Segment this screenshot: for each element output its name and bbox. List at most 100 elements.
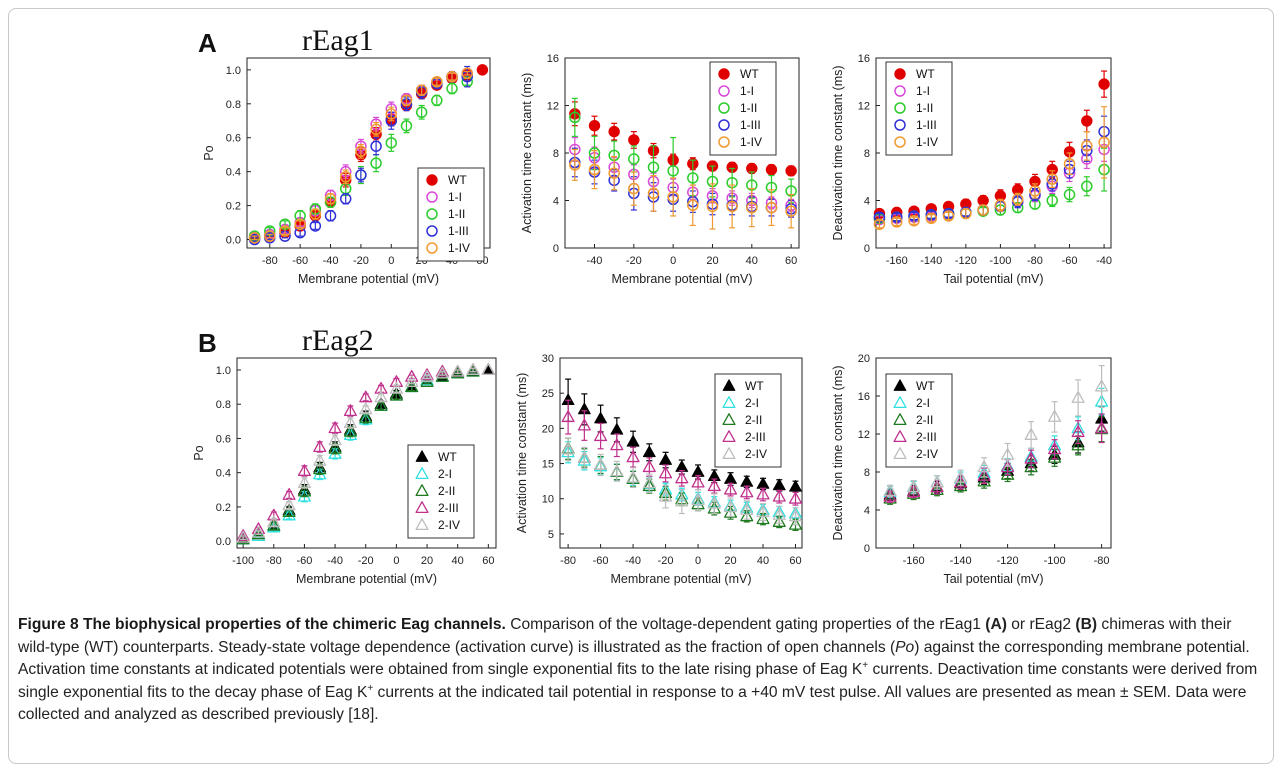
data-point [339,171,352,183]
data-point [328,433,342,446]
data-point [476,64,489,76]
plot-frame [246,57,491,249]
chart-4: -100 -80 -60 -40 -20 0 20 40 60 0.0 0.2 0.4 0.6 0.8 1.… [192,357,497,586]
chart-2: -40 -20 0 20 40 60 0 4 8 12 16 Membrane potential (… [520,53,800,286]
data-point [420,369,434,382]
data-point [726,200,738,213]
data-point [1046,173,1058,185]
x-tick-label: 0 [393,555,399,567]
data-point [324,210,337,222]
legend-marker [894,136,906,148]
y-tick-label: 4 [553,196,559,208]
data-point [359,412,373,425]
data-point [960,207,972,220]
legend: WT 1-I 1-II 1-III 1-IV [885,61,953,156]
legend-label: 2-IV [916,447,938,461]
data-point [1024,451,1038,464]
x-tick-label: -60 [296,555,312,567]
data-point [785,165,797,177]
data-point [667,191,679,203]
data-point [588,163,601,176]
data-point [942,210,955,222]
panel-title-a: rEag1 [302,24,374,57]
data-point [420,368,434,381]
data-point [405,375,419,387]
legend-marker [894,102,906,114]
x-tick-label: -60 [292,255,308,267]
plot-frame [236,357,497,549]
data-point [628,134,640,146]
data-point [925,212,938,225]
x-tick-label: -140 [950,555,972,567]
data-point [1048,442,1062,455]
data-point [772,478,786,491]
legend-marker [894,119,906,131]
legend-label: 1-II [916,101,933,115]
x-tick-label: -60 [1062,255,1078,267]
legend-marker [718,68,730,80]
data-point [1095,421,1109,434]
data-point [236,529,250,542]
x-tick-label: 40 [746,255,758,267]
caption-text: chimeras with their wild-type (WT) count… [18,616,1232,656]
caption-text: ) against the corresponding membrane pot… [18,638,1250,679]
y-tick-label: 16 [858,391,870,403]
data-point [610,464,624,477]
legend-label: 2-I [438,467,452,481]
y-tick-label: 0.6 [226,133,241,145]
data-point [772,508,786,520]
data-point [608,167,620,179]
data-point [359,411,373,423]
legend-marker [426,174,438,186]
data-point [687,172,699,184]
legend-label: 1-I [448,190,462,204]
data-point [297,484,311,497]
y-tick-label: 20 [542,423,554,435]
legend-marker [415,450,429,462]
y-tick-label: 12 [858,429,870,441]
data-point [740,475,754,487]
caption-text: currents. Deactivation time constants we… [18,661,1258,701]
data-point [569,159,581,171]
data-point [930,475,944,488]
data-point [1081,115,1093,127]
data-point [297,476,311,488]
legend-label: 2-II [916,413,933,427]
data-point [1046,194,1058,207]
data-point [723,482,738,495]
data-point [691,493,705,506]
data-point [740,509,754,522]
data-point [343,404,357,417]
legend-marker [415,467,429,479]
legend-marker [415,518,429,530]
data-point [313,440,327,452]
series-2-III [561,399,803,506]
data-point [724,472,737,484]
series-1-IV [569,148,797,230]
legend: WT 2-I 2-II 2-III 2-IV [885,373,953,468]
data-point [1029,185,1041,197]
legend-label: 1-II [448,207,465,221]
data-point [706,200,719,213]
data-point [343,416,357,429]
data-point [313,462,327,475]
data-point [977,204,989,216]
data-point [328,421,342,434]
data-point [772,489,786,502]
data-point [772,515,786,527]
data-point [236,532,250,545]
data-point [279,225,291,237]
data-point [608,125,620,138]
data-point [435,364,449,377]
legend: WT 1-I 1-II 1-III 1-IV [417,167,485,262]
legend-label: 2-I [745,396,759,410]
data-point [659,466,673,479]
data-point [707,479,721,492]
legend-marker [426,208,438,220]
data-point [451,364,465,377]
x-axis-label: Tail potential (mV) [943,272,1043,286]
x-tick-label: 60 [785,255,797,267]
y-tick-label: 8 [553,148,559,160]
legend-label: WT [745,379,764,393]
y-axis-label: Activation time constant (ms) [520,73,534,233]
